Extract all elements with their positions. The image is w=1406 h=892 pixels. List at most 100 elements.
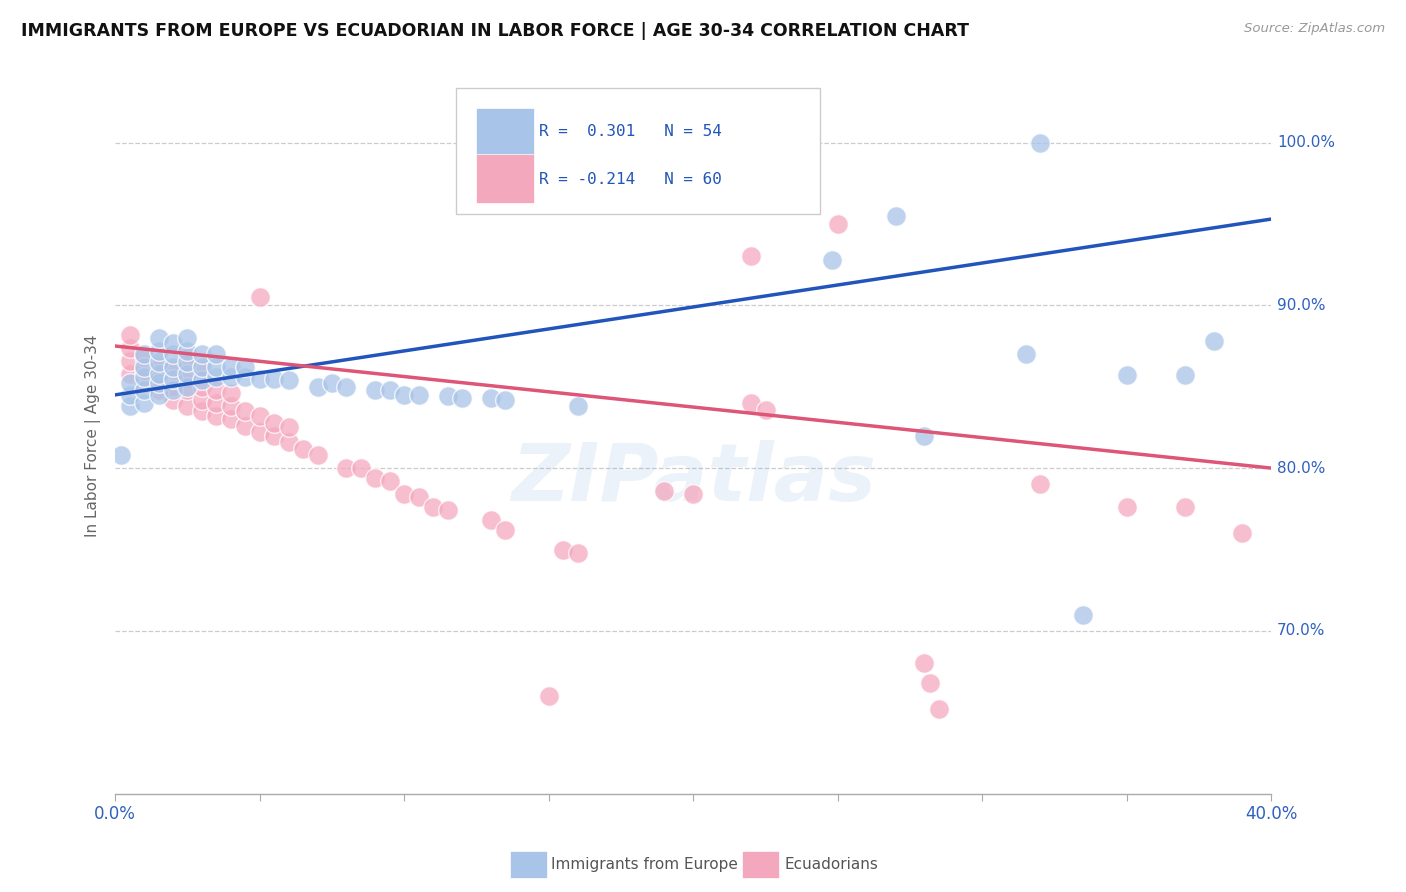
Point	[1174, 500, 1197, 515]
Point	[537, 689, 560, 703]
Point	[118, 388, 141, 402]
Point	[1029, 136, 1052, 150]
Point	[249, 409, 271, 423]
Point	[219, 360, 242, 375]
Point	[176, 380, 198, 394]
Point	[914, 428, 936, 442]
Point	[176, 367, 198, 381]
Point	[821, 252, 844, 267]
Point	[364, 383, 387, 397]
Point	[132, 363, 155, 377]
Point	[408, 491, 430, 505]
Point	[654, 483, 676, 498]
Point	[249, 290, 271, 304]
Point	[479, 513, 502, 527]
Point	[191, 360, 214, 375]
Point	[118, 327, 141, 342]
Point	[754, 402, 776, 417]
Point	[132, 370, 155, 384]
Point	[249, 371, 271, 385]
Point	[132, 347, 155, 361]
Point	[162, 383, 184, 397]
Point	[378, 383, 401, 397]
Point	[110, 448, 132, 462]
Point	[219, 399, 242, 413]
Point	[162, 392, 184, 407]
Text: Source: ZipAtlas.com: Source: ZipAtlas.com	[1244, 22, 1385, 36]
Point	[436, 389, 458, 403]
Point	[1073, 607, 1095, 622]
Point	[233, 370, 256, 384]
Point	[321, 376, 343, 391]
Point	[408, 388, 430, 402]
Point	[494, 523, 516, 537]
Point	[567, 546, 589, 560]
Point	[263, 371, 285, 385]
Text: 100.0%: 100.0%	[1277, 135, 1336, 150]
Point	[422, 500, 444, 515]
Point	[205, 396, 228, 410]
Point	[364, 471, 387, 485]
Point	[162, 380, 184, 394]
Point	[682, 487, 704, 501]
Point	[277, 435, 299, 450]
Point	[740, 250, 762, 264]
Point	[827, 217, 849, 231]
Point	[118, 399, 141, 413]
Point	[176, 351, 198, 365]
Text: ZIPatlas: ZIPatlas	[510, 440, 876, 517]
Point	[176, 343, 198, 358]
Y-axis label: In Labor Force | Age 30-34: In Labor Force | Age 30-34	[86, 334, 101, 537]
Text: R = -0.214   N = 60: R = -0.214 N = 60	[540, 171, 723, 186]
Point	[162, 360, 184, 375]
Point	[191, 363, 214, 377]
Point	[263, 416, 285, 430]
Point	[219, 386, 242, 401]
Point	[176, 367, 198, 381]
Text: Ecuadorians: Ecuadorians	[785, 857, 879, 871]
Point	[1029, 477, 1052, 491]
Point	[132, 376, 155, 391]
FancyBboxPatch shape	[456, 88, 821, 213]
Point	[1202, 334, 1225, 348]
Point	[205, 347, 228, 361]
Point	[148, 367, 170, 381]
Point	[219, 370, 242, 384]
Point	[1115, 500, 1137, 515]
Point	[263, 428, 285, 442]
Point	[292, 442, 315, 456]
Point	[928, 702, 950, 716]
Text: 90.0%: 90.0%	[1277, 298, 1326, 313]
Point	[1174, 368, 1197, 383]
Point	[494, 392, 516, 407]
Point	[1232, 526, 1254, 541]
Point	[205, 360, 228, 375]
Point	[132, 383, 155, 397]
Point	[277, 420, 299, 434]
FancyBboxPatch shape	[475, 108, 534, 156]
Point	[740, 396, 762, 410]
Point	[205, 370, 228, 384]
Text: R =  0.301   N = 54: R = 0.301 N = 54	[540, 124, 723, 139]
Point	[191, 347, 214, 361]
Point	[148, 360, 170, 375]
Point	[479, 391, 502, 405]
Point	[176, 355, 198, 369]
Point	[191, 404, 214, 418]
Point	[118, 353, 141, 368]
Point	[219, 412, 242, 426]
Point	[148, 343, 170, 358]
Point	[392, 388, 415, 402]
Point	[335, 380, 357, 394]
Point	[148, 331, 170, 345]
Point	[914, 657, 936, 671]
Point	[162, 347, 184, 361]
Point	[392, 487, 415, 501]
Point	[205, 383, 228, 397]
Point	[233, 360, 256, 375]
Point	[277, 373, 299, 387]
Point	[307, 380, 329, 394]
Point	[1115, 368, 1137, 383]
Point	[118, 376, 141, 391]
Point	[132, 351, 155, 365]
